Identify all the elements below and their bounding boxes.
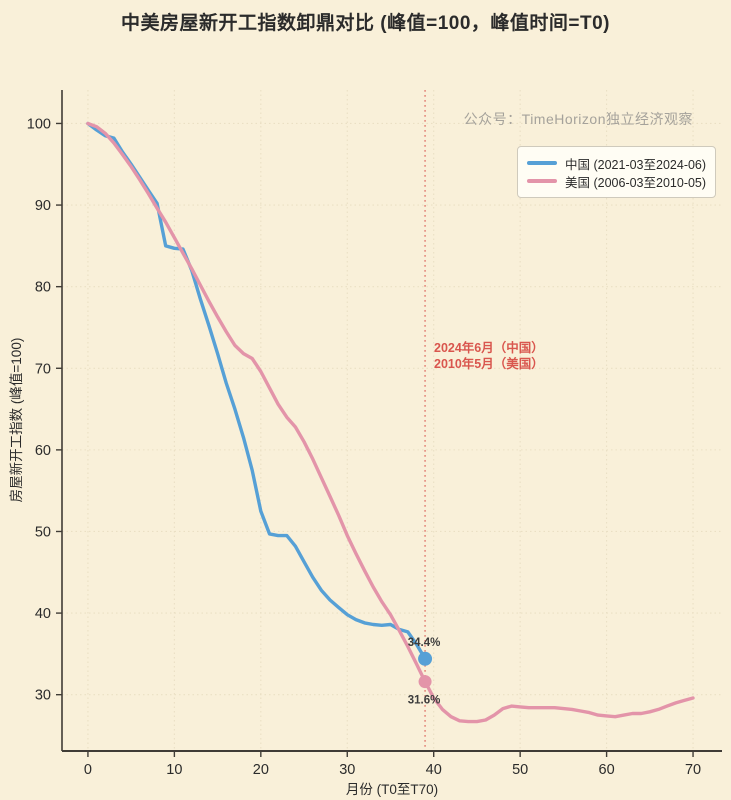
annotation-line-us: 2010年5月（美国）: [434, 356, 544, 371]
y-tick-label: 30: [35, 688, 51, 704]
legend-label-china: 中国 (2021-03至2024-06): [565, 157, 707, 172]
y-tick-label: 50: [35, 524, 51, 540]
y-tick-label: 90: [35, 198, 51, 214]
annotation-line-china: 2024年6月（中国）: [434, 341, 544, 355]
legend-label-us: 美国 (2006-03至2010-05): [565, 175, 707, 190]
x-tick-label: 50: [512, 762, 528, 778]
x-tick-label: 70: [685, 762, 701, 778]
y-tick-label: 80: [35, 280, 51, 296]
china-line-swatch: [527, 161, 557, 165]
peak-date-annotation: 2024年6月（中国） 2010年5月（美国）: [434, 341, 544, 372]
y-axis-label: 房屋新开工指数 (峰值=100): [9, 337, 24, 503]
chart-title: 中美房屋新开工指数卸鼎对比 (峰值=100，峰值时间=T0): [121, 13, 610, 34]
legend-item-china: 中国 (2021-03至2024-06): [527, 155, 707, 172]
us-endpoint-label: 31.6%: [408, 695, 441, 707]
x-tick-label: 30: [339, 762, 355, 778]
china-line: [86, 121, 427, 661]
y-tick-label: 100: [27, 116, 51, 132]
watermark: 公众号：TimeHorizon独立经济观察: [463, 111, 693, 127]
x-tick-label: 0: [84, 762, 92, 778]
legend: 中国 (2021-03至2024-06) 美国 (2006-03至2010-05…: [517, 146, 716, 198]
us-line-swatch: [527, 179, 557, 183]
x-tick-label: 60: [599, 762, 615, 778]
x-tick-label: 10: [166, 762, 182, 778]
legend-item-us: 美国 (2006-03至2010-05): [527, 173, 707, 190]
y-tick-label: 40: [35, 606, 51, 622]
x-tick-label: 20: [253, 762, 269, 778]
us-endpoint-dot: [418, 675, 432, 689]
us-line: [86, 121, 695, 724]
x-axis-label: 月份 (T0至T70): [345, 782, 439, 797]
y-tick-label: 60: [35, 443, 51, 459]
x-tick-label: 40: [426, 762, 442, 778]
china-endpoint-dot: [418, 651, 433, 666]
china-endpoint-label: 34.4%: [408, 637, 441, 649]
y-tick-label: 70: [35, 361, 51, 377]
